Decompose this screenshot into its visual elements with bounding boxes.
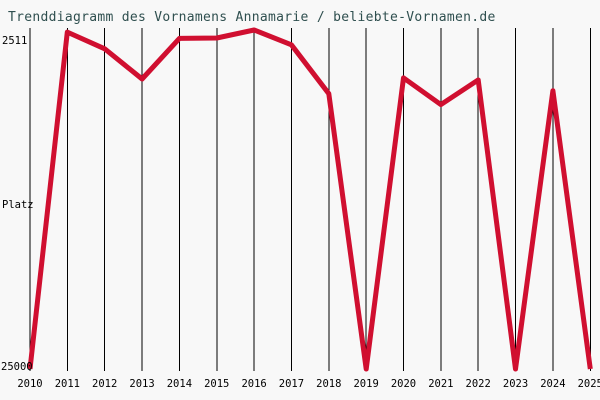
x-axis-tick-2013: 2013: [129, 378, 155, 390]
x-axis-tick-2020: 2020: [390, 378, 417, 390]
x-axis-tick-2024: 2024: [540, 378, 566, 390]
x-axis-tick-2011: 2011: [54, 378, 80, 390]
x-axis-tick-2019: 2019: [353, 378, 379, 390]
y-axis-label: Platz: [2, 199, 34, 211]
x-axis-tick-2021: 2021: [428, 378, 454, 390]
x-axis-tick-2015: 2015: [204, 378, 230, 390]
y-axis-tick-worst-rank: 25000: [1, 361, 33, 373]
x-axis-tick-2017: 2017: [278, 378, 305, 390]
x-axis-tick-2018: 2018: [316, 378, 342, 390]
chart-title: Trenddiagramm des Vornamens Annamarie / …: [8, 10, 496, 25]
x-axis-tick-2023: 2023: [502, 378, 529, 390]
trend-line: [27, 27, 593, 372]
x-axis-tick-2022: 2022: [465, 378, 491, 390]
x-axis-tick-2016: 2016: [241, 378, 267, 390]
y-axis-tick-best-rank: 2511: [2, 35, 28, 47]
x-axis-tick-2010: 2010: [17, 378, 43, 390]
x-axis-tick-2012: 2012: [92, 378, 118, 390]
x-axis-tick-2025: 2025: [577, 378, 600, 390]
x-axis-tick-2014: 2014: [166, 378, 193, 390]
